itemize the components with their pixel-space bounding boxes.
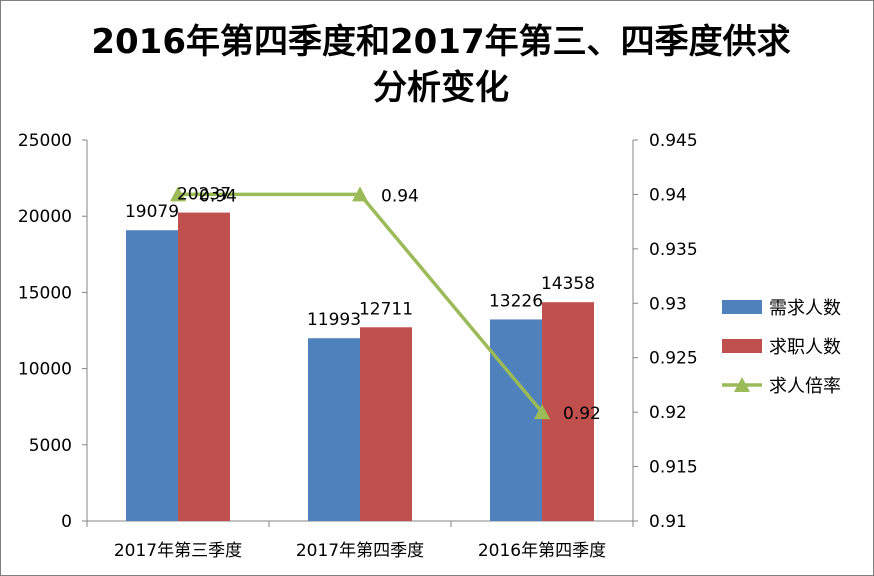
bar-demand: [308, 338, 360, 521]
ratio-data-label: 0.92: [563, 404, 601, 424]
y-right-tick-label: 0.925: [649, 349, 698, 369]
bar-data-label: 11993: [307, 310, 361, 330]
y-right-tick-label: 0.91: [649, 512, 687, 532]
bar-demand: [126, 230, 178, 522]
y-right-tick-label: 0.93: [649, 294, 687, 314]
x-tick-label: 2017年第四季度: [296, 541, 424, 561]
legend-label: 需求人数: [769, 298, 841, 319]
chart-title: 2016年第四季度和2017年第三、四季度供求分析变化: [91, 22, 791, 108]
x-tick-label: 2016年第四季度: [478, 541, 606, 561]
x-tick-label: 2017年第三季度: [114, 541, 242, 561]
legend-swatch-seekers: [722, 339, 762, 353]
ratio-marker: [170, 186, 186, 202]
bar-seekers: [542, 302, 594, 521]
bar-demand: [490, 319, 542, 521]
ratio-data-label: 0.94: [381, 186, 419, 206]
bar-seekers: [178, 212, 230, 521]
y-right-tick-label: 0.945: [649, 131, 698, 151]
data-labels: 19079 11993 13226 20237 12711 14358 0.94 0.94 0.…: [125, 185, 601, 425]
bar-data-label: 19079: [125, 202, 179, 222]
ratio-data-label: 0.94: [199, 186, 237, 206]
bar-data-label: 14358: [541, 274, 595, 294]
bar-data-label: 13226: [489, 291, 543, 311]
legend-swatch-demand: [722, 300, 762, 314]
y-right-tick-label: 0.92: [649, 403, 687, 423]
y-left-tick-label: 25000: [18, 131, 72, 151]
bar-series: [126, 212, 594, 522]
line-series: [170, 186, 550, 420]
y-left-tick-label: 5000: [29, 436, 72, 456]
legend-label: 求人倍率: [769, 376, 841, 397]
bar-data-label: 12711: [359, 299, 413, 319]
ratio-marker: [352, 186, 368, 202]
bar-data-label: 20237: [177, 185, 231, 205]
y-left-tick-label: 15000: [18, 283, 72, 303]
y-left-tick-label: 0: [61, 512, 72, 532]
legend-label: 求职人数: [769, 337, 841, 358]
y-right-tick-label: 0.935: [649, 240, 698, 260]
legend-marker-ratio: [734, 377, 750, 392]
y-right-tick-label: 0.94: [649, 185, 687, 205]
bar-seekers: [360, 327, 412, 521]
ratio-marker: [534, 404, 550, 420]
y-left-tick-label: 20000: [18, 207, 72, 227]
y-left-tick-label: 10000: [18, 360, 72, 380]
y-right-tick-label: 0.915: [649, 458, 698, 478]
